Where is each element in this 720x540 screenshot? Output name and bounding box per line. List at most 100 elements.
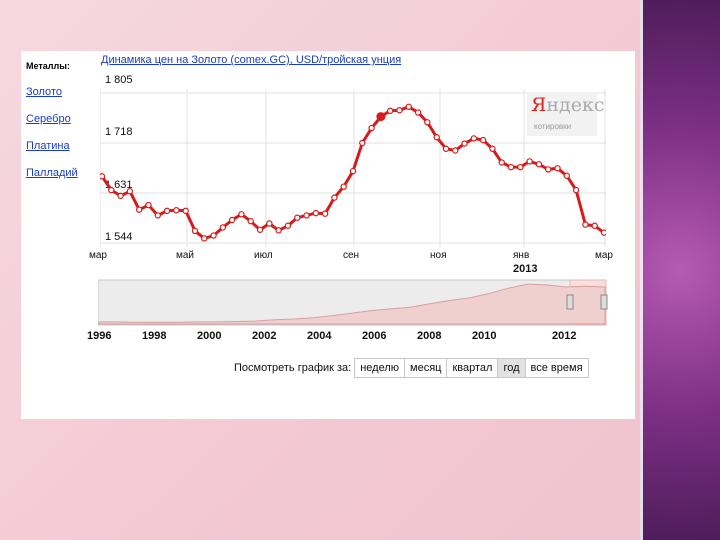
data-point[interactable] [117,192,124,200]
data-point[interactable] [266,220,273,227]
data-point[interactable] [340,183,347,190]
navigator-year-label: 1998 [142,330,167,342]
data-point[interactable] [201,235,208,242]
data-point[interactable] [396,107,403,114]
data-point[interactable] [145,201,152,209]
x-tick-label: янв [513,250,530,261]
data-point[interactable] [405,103,412,110]
data-point[interactable] [526,158,533,165]
data-point[interactable] [461,140,468,147]
data-point[interactable] [247,217,254,225]
x-year-label: 2013 [513,263,538,275]
data-point[interactable] [452,147,459,154]
data-point[interactable] [163,207,171,215]
period-all-time-button[interactable]: все время [524,358,589,378]
range-navigator[interactable] [98,278,610,328]
metals-menu: Металлы: Золото Серебро Платина Палладий [26,61,78,194]
metal-link-silver[interactable]: Серебро [26,113,71,125]
x-tick-label: сен [343,250,360,261]
data-point[interactable] [479,136,487,144]
data-point[interactable] [238,211,245,218]
data-point[interactable] [517,163,524,171]
data-point[interactable] [554,165,561,172]
data-point[interactable] [470,135,478,142]
decorative-side-strip [640,0,720,540]
data-point[interactable] [294,214,301,221]
navigator-year-label: 2012 [552,330,577,342]
yandex-logo-subtitle: котировки [534,122,572,131]
period-selector-label: Посмотреть график за: [234,362,352,374]
data-point[interactable] [498,159,505,166]
data-point[interactable] [545,166,552,173]
period-selector: Посмотреть график за: неделю месяц кварт… [234,358,589,378]
navigator-year-label: 1996 [87,330,112,342]
period-week-button[interactable]: неделю [354,358,406,378]
navigator-area [98,283,606,325]
data-point[interactable] [582,221,589,228]
data-point[interactable] [275,227,282,234]
x-tick-label: мар [595,250,613,261]
metals-header: Металлы: [26,61,70,71]
data-point[interactable] [591,222,598,229]
period-month-button[interactable]: месяц [404,358,448,378]
data-point[interactable] [173,207,180,214]
data-point[interactable] [386,107,394,115]
data-point[interactable] [349,167,357,175]
data-point[interactable] [154,212,161,219]
data-point[interactable] [331,194,338,201]
data-point[interactable] [256,226,264,233]
data-point[interactable] [191,227,199,235]
x-tick-label: май [176,250,195,261]
yandex-logo-text: Яндекс [531,94,605,116]
data-point[interactable] [303,212,310,219]
data-point[interactable] [424,119,431,126]
navigator-year-label: 2008 [417,330,442,342]
navigator-right-handle[interactable] [600,294,608,310]
price-chart[interactable] [100,89,606,247]
navigator-left-handle[interactable] [566,294,574,310]
data-point[interactable] [600,229,606,236]
period-quarter-button[interactable]: квартал [446,358,499,378]
data-point[interactable] [414,109,422,116]
data-point[interactable] [108,186,115,194]
data-point[interactable] [563,172,571,179]
yandex-logo: Яндекс котировки [527,92,604,136]
metal-link-platinum[interactable]: Платина [26,140,70,152]
metal-link-palladium[interactable]: Палладий [26,167,78,179]
x-tick-label: ноя [430,250,447,261]
metal-link-gold[interactable]: Золото [26,86,62,98]
data-point[interactable] [228,216,236,224]
navigator-year-label: 2000 [197,330,222,342]
period-year-button[interactable]: год [497,358,526,378]
side-strip-edge [640,0,643,540]
chart-title[interactable]: Динамика цен на Золото (comex.GC), USD/т… [101,54,402,66]
data-point[interactable] [100,173,106,180]
data-point[interactable] [368,124,375,132]
data-point[interactable] [507,163,515,171]
navigator-year-label: 2006 [362,330,387,342]
x-tick-label: мар [89,250,107,261]
data-point[interactable] [489,145,496,152]
navigator-year-label: 2010 [472,330,497,342]
data-point[interactable] [284,222,292,229]
data-point[interactable] [535,161,543,168]
data-point[interactable] [433,134,440,141]
data-point[interactable] [126,188,134,195]
navigator-year-label: 2002 [252,330,277,342]
data-point[interactable] [219,224,227,231]
navigator-year-label: 2004 [307,330,332,342]
data-point[interactable] [312,209,320,217]
y-tick-label: 1 718 [105,126,133,138]
quote-widget: Металлы: Золото Серебро Платина Палладий… [21,51,635,419]
data-point[interactable] [442,145,450,152]
x-tick-label: июл [254,250,273,261]
highlighted-data-point[interactable] [376,112,386,122]
data-point[interactable] [182,207,189,215]
y-tick-label: 1 805 [105,74,133,86]
data-point[interactable] [359,139,366,147]
data-point[interactable] [321,210,329,217]
data-point[interactable] [210,232,217,239]
y-tick-label: 1 544 [105,231,133,243]
data-point[interactable] [572,186,580,194]
data-point[interactable] [135,206,143,213]
